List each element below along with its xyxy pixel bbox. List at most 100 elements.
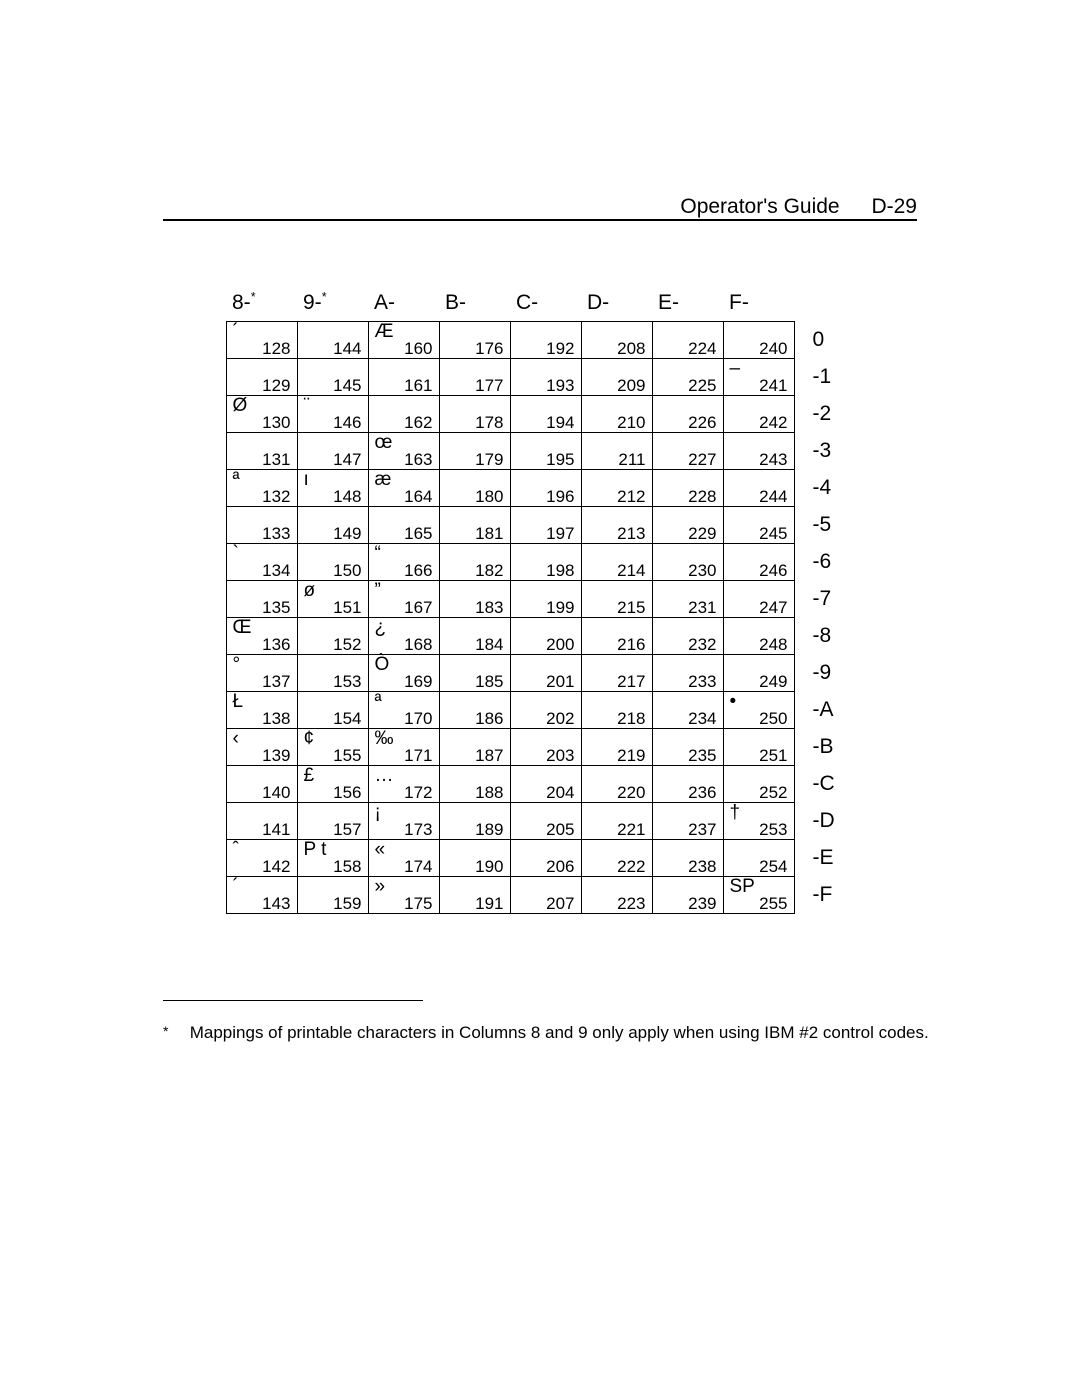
cell-symbol: ¢	[304, 729, 315, 748]
cell-code: 245	[759, 525, 787, 542]
code-cell: 224	[652, 322, 723, 359]
cell-code: 167	[404, 599, 432, 616]
col-header: E-	[652, 290, 723, 322]
cell-symbol: ˆ	[233, 840, 239, 859]
header-rule	[163, 219, 917, 221]
code-cell: 240	[723, 322, 794, 359]
cell-code: 205	[546, 821, 574, 838]
code-table-wrap: 8-*9-*A-B-C-D-E-F- ´128144Æ1601761922082…	[163, 290, 917, 914]
cell-code: 196	[546, 488, 574, 505]
cell-code: 137	[262, 673, 290, 690]
cell-code: 186	[475, 710, 503, 727]
code-cell: 144	[297, 322, 368, 359]
code-cell: 194	[510, 396, 581, 433]
code-cell: 233	[652, 655, 723, 692]
cell-code: 149	[333, 525, 361, 542]
cell-symbol: Œ	[233, 618, 252, 637]
cell-code: 199	[546, 599, 574, 616]
cell-code: 170	[404, 710, 432, 727]
cell-code: 160	[404, 340, 432, 357]
cell-code: 238	[688, 858, 716, 875]
code-cell: Ò169	[368, 655, 439, 692]
code-cell: ˆ142	[226, 840, 297, 877]
code-cell: ª170	[368, 692, 439, 729]
code-cell: 177	[439, 359, 510, 396]
col-header: A-	[368, 290, 439, 322]
code-cell: æ164	[368, 470, 439, 507]
code-cell: 213	[581, 507, 652, 544]
code-cell: 217	[581, 655, 652, 692]
code-cell: 159	[297, 877, 368, 914]
code-cell: ‹139	[226, 729, 297, 766]
code-cell: `134	[226, 544, 297, 581]
cell-code: 136	[262, 636, 290, 653]
cell-code: 248	[759, 636, 787, 653]
cell-code: 158	[333, 858, 361, 875]
cell-code: 233	[688, 673, 716, 690]
footnote: * Mappings of printable characters in Co…	[163, 1023, 960, 1043]
code-cell: 251	[723, 729, 794, 766]
code-cell: 237	[652, 803, 723, 840]
cell-code: 223	[617, 895, 645, 912]
code-cell: 150	[297, 544, 368, 581]
cell-code: 247	[759, 599, 787, 616]
cell-code: 171	[404, 747, 432, 764]
cell-code: 191	[475, 895, 503, 912]
cell-code: 192	[546, 340, 574, 357]
code-cell: ¿168	[368, 618, 439, 655]
cell-symbol: ı	[304, 470, 309, 489]
code-cell: 187	[439, 729, 510, 766]
code-cell: 236	[652, 766, 723, 803]
code-cell: 245	[723, 507, 794, 544]
code-cell: ª132	[226, 470, 297, 507]
cell-code: 206	[546, 858, 574, 875]
code-cell: Œ 136	[226, 618, 297, 655]
cell-code: 173	[404, 821, 432, 838]
col-header: B-	[439, 290, 510, 322]
table-row: ˆ142P t158«174190206222238254-E	[226, 840, 854, 877]
cell-code: 198	[546, 562, 574, 579]
cell-code: 193	[546, 377, 574, 394]
cell-code: 215	[617, 599, 645, 616]
cell-code: 146	[333, 414, 361, 431]
footnote-marker: *	[163, 1023, 185, 1039]
cell-code: 207	[546, 895, 574, 912]
code-cell: «174	[368, 840, 439, 877]
cell-code: 161	[404, 377, 432, 394]
code-cell: 190	[439, 840, 510, 877]
code-cell: 206	[510, 840, 581, 877]
cell-code: 239	[688, 895, 716, 912]
code-cell: 162	[368, 396, 439, 433]
code-cell: 244	[723, 470, 794, 507]
cell-code: 216	[617, 636, 645, 653]
cell-code: 229	[688, 525, 716, 542]
code-cell: 165	[368, 507, 439, 544]
row-label: -8	[794, 618, 854, 655]
cell-code: 220	[617, 784, 645, 801]
cell-code: 159	[333, 895, 361, 912]
cell-code: 174	[404, 858, 432, 875]
code-cell: œ163	[368, 433, 439, 470]
cell-code: 153	[333, 673, 361, 690]
code-cell: 161	[368, 359, 439, 396]
cell-code: 244	[759, 488, 787, 505]
cell-symbol: œ	[375, 433, 393, 452]
code-cell: 231	[652, 581, 723, 618]
code-cell: –241	[723, 359, 794, 396]
table-row: 133149165181197213229245-5	[226, 507, 854, 544]
cell-symbol: `	[233, 544, 239, 563]
code-cell: 249	[723, 655, 794, 692]
code-cell: 184	[439, 618, 510, 655]
code-cell: 248	[723, 618, 794, 655]
cell-symbol: ”	[375, 581, 381, 600]
page-number: D-29	[871, 195, 917, 218]
code-cell: P t158	[297, 840, 368, 877]
cell-symbol: Æ	[375, 322, 394, 341]
cell-code: 226	[688, 414, 716, 431]
cell-code: 195	[546, 451, 574, 468]
cell-symbol: ‰	[375, 729, 394, 748]
cell-symbol: Ł	[233, 692, 244, 711]
cell-code: 152	[333, 636, 361, 653]
cell-code: 178	[475, 414, 503, 431]
cell-code: 255	[759, 895, 787, 912]
